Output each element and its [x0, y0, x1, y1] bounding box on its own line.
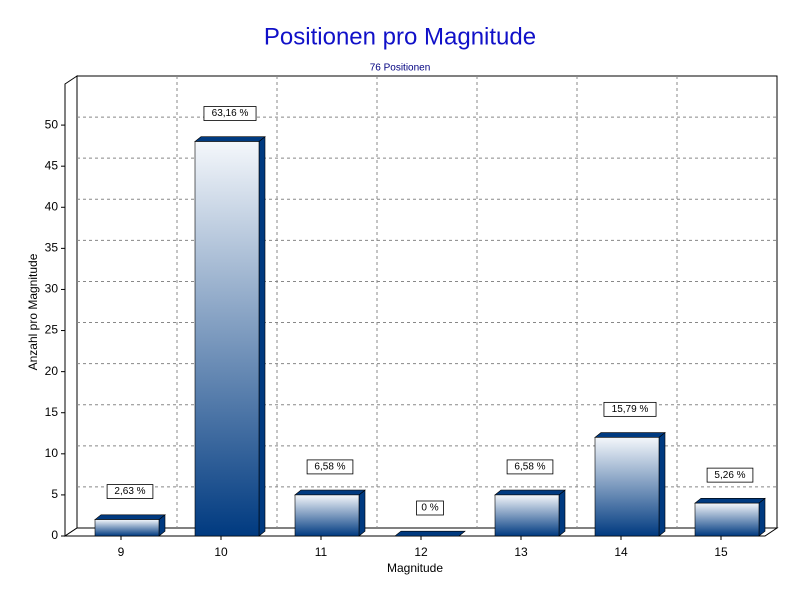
y-tick-label: 30: [45, 282, 59, 296]
data-label-box: [416, 500, 444, 516]
bar-side: [658, 431, 666, 537]
y-tick-label: 45: [45, 158, 59, 172]
bar-side: [258, 136, 266, 537]
x-tick-label: 13: [514, 545, 528, 559]
data-label-box: [603, 401, 657, 417]
data-label-box: [203, 106, 257, 121]
x-tick-label: 14: [614, 545, 628, 559]
bar-front: [594, 437, 660, 537]
bar: [394, 530, 466, 537]
y-tick-label: 15: [45, 405, 59, 419]
x-tick-label: 11: [315, 545, 328, 559]
chart-subtitle: 76 Positionen: [370, 63, 431, 74]
bar: [94, 514, 166, 537]
x-tick-label: 12: [414, 545, 428, 559]
back-wall: [76, 75, 778, 529]
bar-front: [94, 519, 160, 537]
y-tick-label: 5: [51, 487, 58, 501]
y-tick-label: 40: [45, 199, 59, 213]
x-tick-label: 9: [118, 545, 125, 559]
data-label-box: [306, 459, 354, 475]
y-axis-label: Anzahl pro Magnitude: [26, 253, 40, 370]
data-label: 6,58 %: [514, 462, 545, 473]
bar-front: [194, 141, 260, 537]
bar-top: [594, 432, 666, 438]
y-tick-label: 20: [45, 364, 59, 378]
data-label: 6,58 %: [314, 462, 345, 473]
bar-side: [558, 489, 566, 537]
data-label: 63,16 %: [212, 108, 249, 119]
bar-side: [358, 489, 366, 537]
data-label-box: [106, 484, 154, 499]
bar-side: [758, 497, 766, 537]
x-tick-label: 15: [714, 545, 728, 559]
y-tick-label: 25: [45, 323, 59, 337]
bar: [194, 136, 266, 537]
bar: [694, 497, 766, 537]
y-tick-label: 10: [45, 446, 59, 460]
y-tick-label: 50: [45, 117, 59, 131]
bar-front: [694, 502, 760, 537]
y-tick-label: 0: [51, 528, 58, 542]
bar-top: [394, 530, 466, 537]
data-label-box: [706, 467, 754, 483]
data-label: 15,79 %: [612, 404, 649, 415]
bar: [594, 431, 666, 537]
bar-top: [694, 498, 766, 504]
bar: [494, 489, 566, 537]
bar-front: [494, 494, 560, 537]
bar-front: [294, 494, 360, 537]
data-label: 2,63 %: [114, 486, 145, 497]
left-wall: [64, 75, 78, 537]
y-tick-label: 35: [45, 241, 59, 255]
x-axis-label: Magnitude: [387, 561, 443, 575]
bar-top: [294, 489, 366, 496]
bar-top: [494, 489, 566, 496]
x-tick-label: 10: [214, 545, 228, 559]
bar: [294, 489, 366, 537]
data-label: 0 %: [421, 503, 438, 514]
chart-title: Positionen pro Magnitude: [264, 23, 536, 50]
bar-top: [94, 514, 166, 520]
bar-top: [194, 136, 266, 142]
data-label-box: [506, 459, 554, 475]
data-label: 5,26 %: [714, 470, 745, 481]
